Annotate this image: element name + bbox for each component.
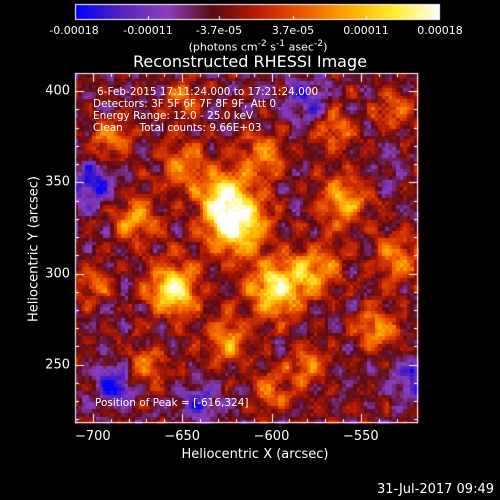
peak-position-annotation: Position of Peak = [-616,324] (95, 397, 249, 409)
chart-title: Reconstructed RHESSI Image (133, 52, 367, 71)
y-tick-label: 300 (45, 266, 70, 282)
y-tick-label: 250 (45, 357, 70, 373)
x-tick-label: −650 (164, 429, 201, 444)
x-tick-label: −550 (342, 429, 379, 444)
energy-range-annotation: Energy Range: 12.0 - 25.0 keV (93, 110, 254, 122)
y-axis-label: Heliocentric Y (arcsec) (26, 176, 42, 322)
colorbar-tick-label: 3.7e-05 (271, 24, 315, 37)
colorbar-tick-label: -0.00011 (123, 24, 173, 37)
colorbar-tick-label: 0.00018 (417, 24, 463, 37)
time-range-annotation: 6-Feb-2015 17:11:24.000 to 17:21:24.000 (97, 86, 319, 98)
y-tick-label: 350 (45, 174, 70, 190)
x-axis-label: Heliocentric X (arcsec) (181, 447, 329, 462)
colorbar-tick-label: -3.7e-05 (195, 24, 243, 37)
colorbar-unit-label: (photons cm-2 s-1 asec-2) (188, 38, 328, 54)
x-tick-label: −600 (253, 429, 290, 444)
method-counts-annotation: Clean Total counts: 9.66E+03 (93, 122, 262, 134)
detectors-annotation: Detectors: 3F 5F 6F 7F 8F 9F, Att 0 (93, 98, 277, 110)
timestamp: 31-Jul-2017 09:49 (376, 482, 494, 497)
colorbar-tick-label: -0.00018 (49, 24, 99, 37)
colorbar-tick-label: 0.00011 (343, 24, 389, 37)
x-tick-label: −700 (75, 429, 111, 444)
y-tick-label: 400 (45, 83, 70, 99)
